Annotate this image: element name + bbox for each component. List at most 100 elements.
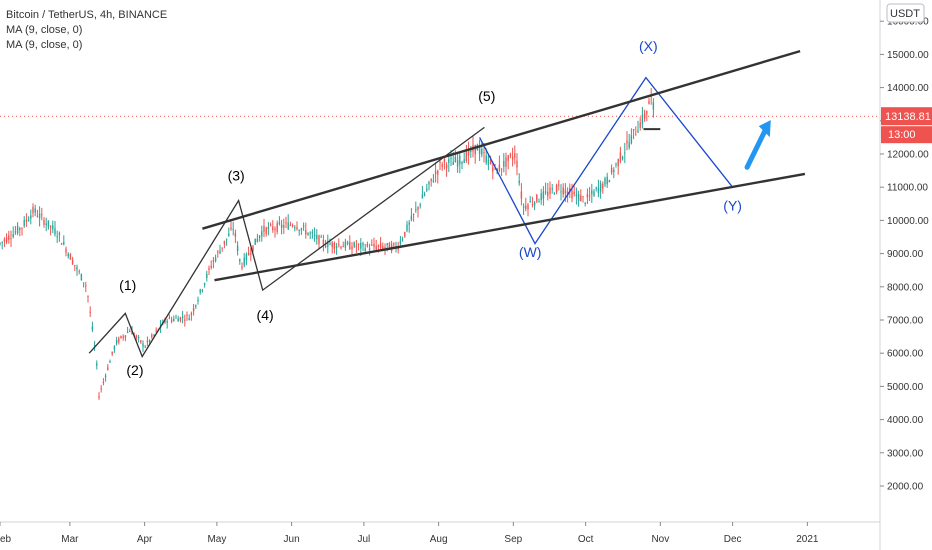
- candle-body: [67, 253, 69, 257]
- y-tick-label: 10000.00: [887, 216, 929, 227]
- wave-label-w: (W): [519, 244, 542, 260]
- candle-body: [542, 191, 545, 199]
- y-tick-label: 8000.00: [887, 282, 924, 293]
- candle-body: [571, 190, 573, 199]
- candle-body: [100, 388, 102, 390]
- candle-body: [465, 151, 468, 161]
- candle-body: [45, 223, 47, 226]
- bullish-arrow-shaft: [744, 128, 768, 170]
- candle-body: [307, 232, 309, 235]
- candle-body: [604, 178, 606, 185]
- candle-body: [461, 162, 463, 165]
- candle-body: [379, 243, 382, 248]
- chart-legend: Bitcoin / TetherUS, 4h, BINANCE MA (9, c…: [6, 8, 167, 53]
- candle-body: [452, 161, 454, 165]
- candle-body: [551, 188, 553, 190]
- candle-body: [553, 193, 556, 195]
- candle-body: [331, 242, 333, 248]
- last-price-label-bg: [881, 107, 932, 126]
- candle-body: [82, 282, 85, 284]
- candle-body: [300, 228, 303, 230]
- candle-body: [269, 224, 272, 226]
- candle-body: [355, 246, 358, 248]
- candle-body: [175, 317, 177, 319]
- candle-body: [265, 227, 267, 235]
- candle-body: [124, 335, 127, 338]
- candle-body: [382, 245, 384, 250]
- candle-body: [351, 246, 353, 250]
- candle-body: [223, 240, 226, 245]
- candle-body: [80, 274, 83, 281]
- candle-body: [628, 142, 630, 148]
- x-tick-label: Dec: [724, 534, 742, 545]
- candle-body: [434, 171, 437, 175]
- candle-body: [516, 160, 518, 168]
- x-tick-label: 2021: [796, 534, 819, 545]
- y-tick-label: 14000.00: [887, 83, 929, 94]
- candle-body: [375, 246, 377, 250]
- candle-body: [586, 194, 589, 198]
- candle-body: [36, 216, 39, 218]
- candle-body: [509, 154, 512, 156]
- x-tick-label: Oct: [578, 534, 594, 545]
- candle-body: [41, 214, 43, 216]
- candle-body: [432, 180, 435, 182]
- candle-body: [298, 230, 300, 232]
- x-tick-label: Aug: [430, 534, 448, 545]
- candle-body: [478, 147, 481, 154]
- candle-body: [384, 247, 386, 249]
- candle-body: [584, 203, 586, 205]
- candle-body: [626, 140, 628, 144]
- candle-body: [362, 243, 364, 246]
- candle-body: [151, 334, 153, 338]
- candle-body: [54, 228, 56, 235]
- candle-body: [318, 235, 320, 244]
- candle-body: [525, 205, 527, 210]
- candle-body: [201, 289, 204, 291]
- correction-wave-path: [479, 76, 734, 245]
- candle-body: [333, 242, 336, 249]
- indicator-ma-1: MA (9, close, 0): [6, 24, 83, 36]
- candle-body: [366, 243, 369, 247]
- y-tick-label: 11000.00: [887, 183, 928, 194]
- candle-body: [388, 242, 391, 250]
- candle-body: [195, 305, 197, 307]
- candle-body: [252, 245, 254, 251]
- candle-body: [593, 191, 595, 196]
- candle-body: [60, 243, 63, 245]
- candle-body: [529, 201, 531, 203]
- candle-body: [168, 317, 171, 319]
- candle-body: [582, 196, 584, 198]
- candle-body: [346, 242, 349, 245]
- candle-body: [408, 222, 410, 225]
- time-axis[interactable]: eb Mar Apr May Jun Jul Aug Sep Oct Nov Dec 2021: [0, 521, 880, 545]
- candle-body: [399, 241, 402, 244]
- price-axis[interactable]: 2000.00 3000.00 4000.00 5000.00 6000.00 7000.…: [879, 0, 932, 550]
- candle-body: [437, 170, 439, 175]
- candle-body: [173, 318, 175, 321]
- candle-body: [569, 187, 571, 192]
- candle-body: [430, 178, 432, 181]
- candle-body: [5, 237, 8, 243]
- candle-body: [113, 346, 116, 350]
- candle-body: [619, 152, 622, 162]
- y-tick-label: 3000.00: [887, 448, 924, 459]
- candle-body: [102, 381, 105, 383]
- candle-body: [428, 181, 430, 185]
- candle-body: [591, 190, 593, 195]
- candle-body: [344, 241, 347, 248]
- candle-body: [153, 334, 155, 336]
- candle-body: [393, 243, 395, 245]
- wave-label-3: (3): [228, 168, 245, 184]
- candle-body: [547, 191, 549, 197]
- candle-body: [538, 201, 540, 203]
- candle-body: [98, 396, 100, 398]
- indicator-ma-2: MA (9, close, 0): [6, 39, 83, 51]
- candle-body: [197, 299, 199, 302]
- candle-body: [544, 191, 547, 193]
- candle-body: [296, 227, 298, 230]
- candle-body: [190, 313, 193, 316]
- last-price-label: 13138.81: [885, 111, 931, 123]
- candle-body: [52, 225, 54, 230]
